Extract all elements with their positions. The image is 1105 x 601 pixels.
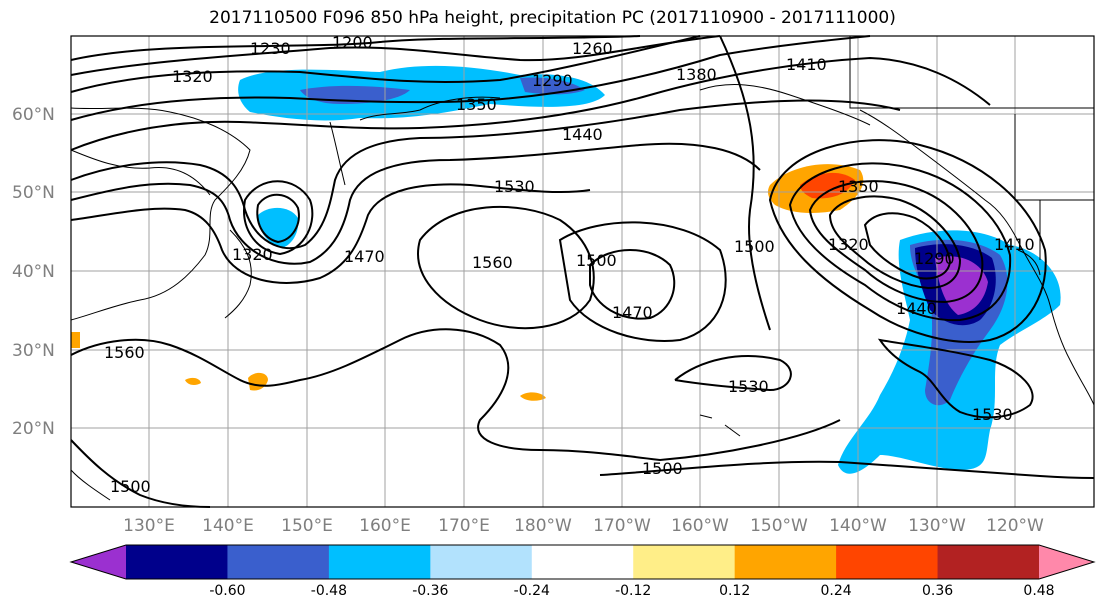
contour-label: 1500 xyxy=(576,251,617,270)
lon-label: 160°W xyxy=(671,516,729,536)
colorbar-tick-label: -0.24 xyxy=(514,583,550,599)
latitude-labels: 60°N 50°N 40°N 30°N 20°N xyxy=(12,105,55,439)
lon-label: 130°W xyxy=(908,516,966,536)
colorbar-outline xyxy=(69,544,1096,580)
contour-label: 1500 xyxy=(734,237,775,256)
contour-label: 1350 xyxy=(838,177,879,196)
contour-labels: 1230 1200 1260 1320 1290 1380 1410 1350 … xyxy=(104,33,1035,496)
lon-label: 140°W xyxy=(829,516,887,536)
colorbar-segment xyxy=(227,545,330,579)
colorbar: -0.60 -0.48 -0.36 -0.24 -0.12 0.12 0.24 0.36 0.4… xyxy=(69,544,1096,599)
contour-label: 1320 xyxy=(232,245,273,264)
colorbar-tick-label: -0.60 xyxy=(209,583,245,599)
lat-label: 50°N xyxy=(12,183,55,203)
contour-label: 1410 xyxy=(994,235,1035,254)
contour-label: 1350 xyxy=(456,95,497,114)
colorbar-extend-high xyxy=(1039,545,1094,579)
colorbar-tick-label: -0.48 xyxy=(311,583,347,599)
contour-label: 1200 xyxy=(332,33,373,52)
coastlines xyxy=(70,36,1095,501)
colorbar-segment xyxy=(836,545,939,579)
lat-label: 40°N xyxy=(12,262,55,282)
contour-label: 1560 xyxy=(104,343,145,362)
contour-label: 1560 xyxy=(472,253,513,272)
map-title: 2017110500 F096 850 hPa height, precipit… xyxy=(209,8,896,28)
colorbar-segment xyxy=(328,545,431,579)
colorbar-tick-label: 0.36 xyxy=(922,583,953,599)
contour-label: 1530 xyxy=(972,405,1013,424)
lon-label: 150°W xyxy=(750,516,808,536)
contour-label: 1320 xyxy=(828,235,869,254)
contour-label: 1440 xyxy=(562,125,603,144)
precip-spot-3 xyxy=(185,377,201,385)
colorbar-tick-label: 0.12 xyxy=(719,583,750,599)
lon-label: 170°W xyxy=(593,516,651,536)
colorbar-segment xyxy=(126,545,228,579)
colorbar-segment xyxy=(531,545,634,579)
lat-label: 30°N xyxy=(12,341,55,361)
lon-label: 160°E xyxy=(359,516,411,536)
contour-label: 1530 xyxy=(494,177,535,196)
lat-label: 20°N xyxy=(12,419,55,439)
colorbar-tick-label: 0.48 xyxy=(1023,583,1054,599)
gridlines xyxy=(71,36,1094,507)
contour-label: 1320 xyxy=(172,67,213,86)
lat-label: 60°N xyxy=(12,105,55,125)
precip-spot-4 xyxy=(71,332,80,348)
contour-label: 1470 xyxy=(612,303,653,322)
longitude-labels: 130°E 140°E 150°E 160°E 170°E 180°W 170°… xyxy=(123,516,1044,536)
lon-label: 120°W xyxy=(986,516,1044,536)
colorbar-tick-label: 0.24 xyxy=(821,583,852,599)
contour-label: 1440 xyxy=(896,299,937,318)
contour-label: 1500 xyxy=(642,459,683,478)
lon-label: 180°W xyxy=(514,516,572,536)
height-contours xyxy=(70,35,1095,508)
colorbar-segment xyxy=(430,545,533,579)
colorbar-segment xyxy=(633,545,736,579)
colorbar-segment xyxy=(937,545,1040,579)
contour-label: 1260 xyxy=(572,39,613,58)
lon-label: 150°E xyxy=(281,516,333,536)
contour-label: 1530 xyxy=(728,377,769,396)
contour-label: 1290 xyxy=(914,249,955,268)
lon-label: 140°E xyxy=(202,516,254,536)
precip-spot-2 xyxy=(520,392,546,401)
colorbar-extend-low xyxy=(71,545,126,579)
contour-label: 1500 xyxy=(110,477,151,496)
lon-label: 170°E xyxy=(438,516,490,536)
contour-label: 1470 xyxy=(344,247,385,266)
colorbar-tick-label: -0.12 xyxy=(615,583,651,599)
map-frame xyxy=(70,35,1095,508)
contour-label: 1230 xyxy=(250,39,291,58)
colorbar-segment xyxy=(734,545,837,579)
contour-label: 1290 xyxy=(532,71,573,90)
contour-label: 1380 xyxy=(676,65,717,84)
precip-region-okhotsk xyxy=(238,65,605,121)
contour-label: 1410 xyxy=(786,55,827,74)
colorbar-tick-label: -0.36 xyxy=(412,583,448,599)
lon-label: 130°E xyxy=(123,516,175,536)
